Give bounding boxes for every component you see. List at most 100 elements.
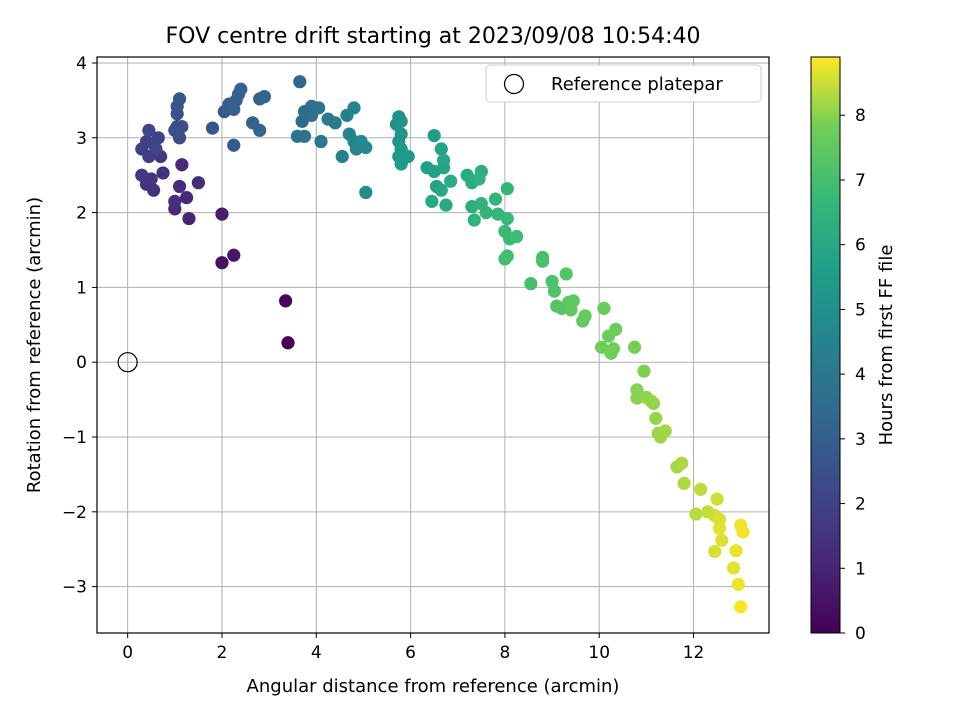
data-point (215, 256, 229, 270)
data-point (279, 294, 293, 308)
data-point (630, 391, 644, 405)
colorbar-label: Hours from first FF file (876, 245, 897, 446)
colorbar-tick-label: 7 (855, 171, 866, 191)
data-point (479, 205, 493, 220)
data-point (609, 322, 623, 336)
data-point (437, 153, 451, 167)
data-point (142, 123, 156, 137)
colorbar-tick-label: 8 (855, 106, 866, 126)
data-point (180, 191, 194, 205)
x-axis-label: Angular distance from reference (arcmin) (247, 676, 620, 697)
data-point (257, 90, 272, 104)
reference-layer (117, 352, 138, 373)
plot-frame (96, 56, 770, 634)
data-point (444, 174, 458, 188)
data-point (253, 123, 267, 137)
data-point (547, 284, 562, 298)
data-point (536, 254, 550, 268)
data-point (215, 207, 229, 221)
data-point (646, 396, 661, 410)
data-point (559, 267, 573, 281)
data-point (500, 182, 514, 196)
data-point (467, 213, 481, 227)
x-tick-label: 8 (500, 643, 511, 663)
data-point (649, 411, 663, 425)
data-point (658, 424, 672, 438)
data-point (144, 172, 158, 186)
x-tick-label: 0 (122, 643, 133, 663)
data-point (205, 121, 220, 135)
data-point (335, 149, 349, 164)
colorbar-gradient (810, 56, 841, 634)
colorbar-tick-label: 2 (855, 495, 866, 515)
colorbar-tick-label: 3 (855, 430, 866, 450)
x-tick-label: 12 (683, 643, 705, 663)
legend-marker-reference-platepar (503, 73, 525, 95)
data-point (156, 166, 170, 180)
points-layer (135, 75, 750, 614)
data-point (594, 340, 609, 354)
data-point (434, 142, 448, 156)
legend-box (485, 64, 762, 103)
colorbar-tick-label: 4 (855, 365, 866, 385)
colorbar-tick-label: 6 (855, 236, 866, 256)
data-point (710, 492, 724, 506)
data-point (314, 134, 328, 149)
data-point (182, 211, 196, 226)
data-point (172, 92, 187, 106)
legend: Reference platepar (485, 64, 762, 103)
x-tick-label: 4 (311, 643, 322, 663)
colorbar: 0 1 2 3 4 5 6 7 8 Hours from first FF file (810, 56, 897, 644)
y-tick-label: 0 (76, 353, 87, 373)
data-point (606, 342, 620, 356)
y-tick-label: 3 (76, 129, 87, 149)
reference-platepar-marker (117, 352, 138, 373)
data-point (637, 364, 651, 378)
data-point (488, 192, 503, 206)
data-point (401, 149, 415, 164)
x-tick-label: 6 (405, 643, 416, 663)
data-point (149, 142, 163, 156)
data-point (677, 476, 691, 490)
data-point (500, 211, 514, 226)
data-point (597, 301, 611, 315)
data-point (498, 252, 512, 266)
chart-title: FOV centre drift starting at 2023/09/08 … (166, 24, 701, 49)
x-tick-label: 2 (217, 643, 228, 663)
data-point (439, 198, 453, 212)
x-tick-label: 10 (588, 643, 610, 663)
data-point (472, 172, 486, 186)
data-point (227, 138, 241, 152)
grid-layer (97, 57, 769, 633)
data-point (675, 456, 689, 470)
data-point (347, 101, 361, 115)
y-tick-label: 1 (76, 278, 87, 298)
data-point (359, 140, 373, 155)
data-point (715, 533, 729, 547)
data-point (731, 577, 745, 591)
data-point (427, 128, 441, 143)
data-point (168, 194, 182, 208)
data-point (151, 131, 165, 145)
data-point (293, 75, 307, 89)
data-point (168, 123, 182, 137)
colorbar-ticks: 0 1 2 3 4 5 6 7 8 (840, 106, 866, 644)
data-point (736, 525, 750, 539)
data-point (394, 114, 408, 128)
data-point (191, 176, 205, 190)
data-point (312, 101, 326, 115)
data-point (172, 179, 187, 194)
data-point (734, 600, 748, 614)
data-point (729, 544, 743, 558)
data-point (281, 336, 295, 350)
y-axis-label: Rotation from reference (arcmin) (24, 197, 45, 493)
data-point (297, 129, 312, 143)
data-point (227, 248, 241, 262)
data-point (708, 544, 722, 559)
data-point (689, 507, 703, 521)
y-tick-label: 4 (76, 54, 87, 74)
data-point (524, 277, 538, 291)
data-point (578, 309, 592, 323)
colorbar-tick-label: 0 (855, 624, 866, 644)
